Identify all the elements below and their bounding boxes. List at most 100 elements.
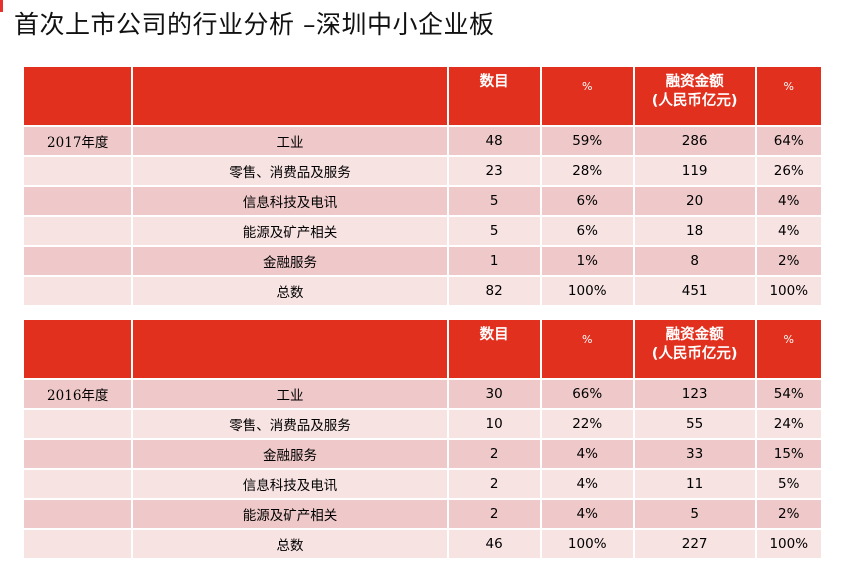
- header-industry-cell: [133, 320, 447, 378]
- amount-pct-cell: 4%: [756, 187, 821, 215]
- year-empty-cell: [24, 157, 132, 185]
- header-year-cell: [24, 67, 132, 125]
- count-cell: 23: [448, 157, 540, 185]
- industry-name: 总数: [133, 277, 447, 305]
- count-pct-cell: 66%: [541, 380, 633, 408]
- industry-name: 金融服务: [133, 440, 447, 468]
- page-title: 首次上市公司的行业分析 –深圳中小企业板: [14, 10, 495, 39]
- table-row: 金融服务 1 1% 8 2%: [24, 247, 821, 275]
- count-cell: 5: [448, 187, 540, 215]
- count-cell: 2: [448, 440, 540, 468]
- year-empty-cell: [24, 187, 132, 215]
- industry-name: 能源及矿产相关: [133, 217, 447, 245]
- header-industry-cell: [133, 67, 447, 125]
- header-financing-line1: 融资金额: [665, 327, 724, 343]
- amount-cell: 123: [634, 380, 755, 408]
- amount-pct-cell: 5%: [756, 470, 821, 498]
- amount-cell: 8: [634, 247, 755, 275]
- amount-cell: 11: [634, 470, 755, 498]
- industry-name: 工业: [133, 380, 447, 408]
- count-cell: 30: [448, 380, 540, 408]
- count-pct-cell: 4%: [541, 500, 633, 528]
- industry-name: 信息科技及电讯: [133, 187, 447, 215]
- count-pct-cell: 22%: [541, 410, 633, 438]
- amount-pct-cell: 100%: [756, 530, 821, 558]
- amount-pct-cell: 100%: [756, 277, 821, 305]
- count-cell: 82: [448, 277, 540, 305]
- table-row: 2016年度 工业 30 66% 123 54%: [24, 380, 821, 408]
- amount-pct-cell: 64%: [756, 127, 821, 155]
- header-year-cell: [24, 320, 132, 378]
- year-empty-cell: [24, 470, 132, 498]
- amount-cell: 119: [634, 157, 755, 185]
- table-row: 信息科技及电讯 2 4% 11 5%: [24, 470, 821, 498]
- year-empty-cell: [24, 277, 132, 305]
- header-count: 数目: [448, 67, 540, 125]
- table-row: 能源及矿产相关 2 4% 5 2%: [24, 500, 821, 528]
- industry-name: 信息科技及电讯: [133, 470, 447, 498]
- amount-pct-cell: 54%: [756, 380, 821, 408]
- industry-name: 零售、消费品及服务: [133, 157, 447, 185]
- count-pct-cell: 1%: [541, 247, 633, 275]
- table-header-row: 数目 % 融资金额 (人民币亿元) %: [24, 67, 821, 125]
- amount-cell: 451: [634, 277, 755, 305]
- amount-pct-cell: 26%: [756, 157, 821, 185]
- count-cell: 5: [448, 217, 540, 245]
- amount-pct-cell: 2%: [756, 500, 821, 528]
- year-empty-cell: [24, 500, 132, 528]
- count-pct-cell: 100%: [541, 530, 633, 558]
- year-empty-cell: [24, 530, 132, 558]
- industry-name: 零售、消费品及服务: [133, 410, 447, 438]
- amount-cell: 227: [634, 530, 755, 558]
- corner-accent-mark: [0, 0, 3, 12]
- header-count: 数目: [448, 320, 540, 378]
- count-pct-cell: 4%: [541, 470, 633, 498]
- industry-name: 金融服务: [133, 247, 447, 275]
- header-amount-pct: %: [756, 320, 821, 378]
- header-financing-line1: 融资金额: [665, 74, 724, 90]
- table-row: 能源及矿产相关 5 6% 18 4%: [24, 217, 821, 245]
- amount-cell: 20: [634, 187, 755, 215]
- table-row: 信息科技及电讯 5 6% 20 4%: [24, 187, 821, 215]
- amount-pct-cell: 2%: [756, 247, 821, 275]
- count-pct-cell: 59%: [541, 127, 633, 155]
- header-financing-line2: (人民币亿元): [651, 346, 738, 362]
- amount-cell: 286: [634, 127, 755, 155]
- count-pct-cell: 28%: [541, 157, 633, 185]
- table-row: 零售、消费品及服务 23 28% 119 26%: [24, 157, 821, 185]
- amount-cell: 5: [634, 500, 755, 528]
- count-pct-cell: 6%: [541, 187, 633, 215]
- amount-cell: 18: [634, 217, 755, 245]
- industry-name: 工业: [133, 127, 447, 155]
- year-empty-cell: [24, 247, 132, 275]
- header-financing: 融资金额 (人民币亿元): [634, 67, 755, 125]
- amount-cell: 33: [634, 440, 755, 468]
- count-pct-cell: 4%: [541, 440, 633, 468]
- year-empty-cell: [24, 440, 132, 468]
- count-cell: 2: [448, 470, 540, 498]
- industry-table-2017: 数目 % 融资金额 (人民币亿元) % 2017年度 工业 48 59% 286…: [22, 65, 823, 307]
- year-empty-cell: [24, 410, 132, 438]
- count-cell: 2: [448, 500, 540, 528]
- count-cell: 10: [448, 410, 540, 438]
- table-row: 零售、消费品及服务 10 22% 55 24%: [24, 410, 821, 438]
- amount-pct-cell: 4%: [756, 217, 821, 245]
- header-count-pct: %: [541, 320, 633, 378]
- industry-table-2016: 数目 % 融资金额 (人民币亿元) % 2016年度 工业 30 66% 123…: [22, 318, 823, 560]
- amount-pct-cell: 24%: [756, 410, 821, 438]
- year-label: 2016年度: [24, 380, 132, 408]
- count-cell: 46: [448, 530, 540, 558]
- count-pct-cell: 6%: [541, 217, 633, 245]
- table-total-row: 总数 82 100% 451 100%: [24, 277, 821, 305]
- header-financing: 融资金额 (人民币亿元): [634, 320, 755, 378]
- count-cell: 48: [448, 127, 540, 155]
- table-total-row: 总数 46 100% 227 100%: [24, 530, 821, 558]
- year-empty-cell: [24, 217, 132, 245]
- header-count-pct: %: [541, 67, 633, 125]
- industry-name: 能源及矿产相关: [133, 500, 447, 528]
- year-label: 2017年度: [24, 127, 132, 155]
- count-cell: 1: [448, 247, 540, 275]
- amount-cell: 55: [634, 410, 755, 438]
- table-row: 2017年度 工业 48 59% 286 64%: [24, 127, 821, 155]
- table-row: 金融服务 2 4% 33 15%: [24, 440, 821, 468]
